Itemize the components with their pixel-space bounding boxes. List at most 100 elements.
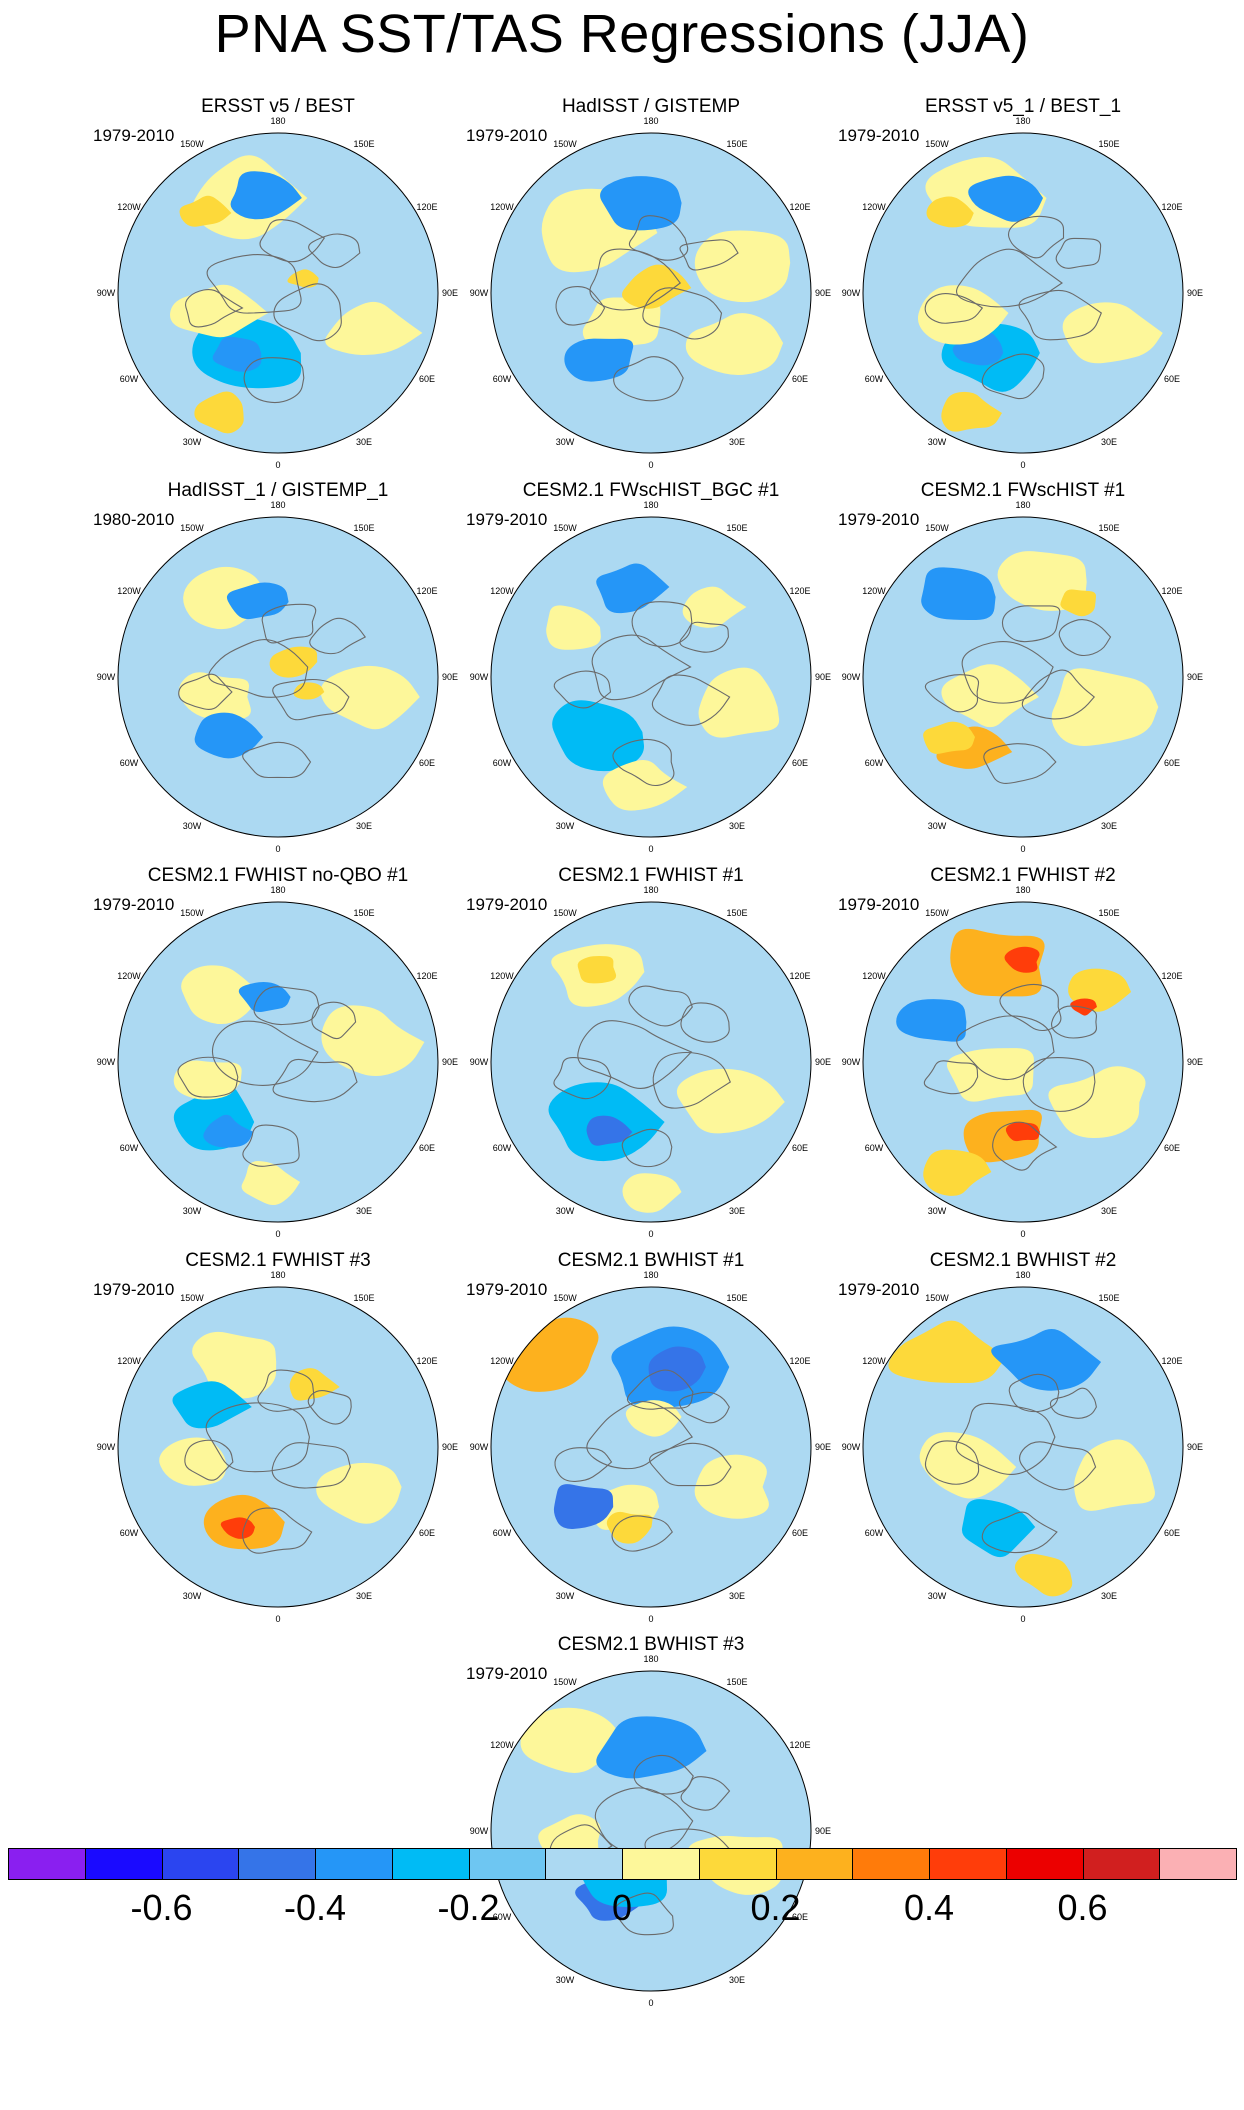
coastline — [924, 674, 980, 713]
coastline — [680, 1002, 730, 1043]
panel-period: 1979-2010 — [93, 126, 175, 145]
longitude-label: 150W — [925, 1293, 949, 1303]
longitude-label: 150W — [925, 139, 949, 149]
longitude-label: 180 — [643, 116, 658, 126]
anomaly-region — [946, 1048, 1034, 1102]
longitude-label: 30W — [928, 821, 947, 831]
panel-period: 1979-2010 — [838, 1280, 920, 1299]
anomaly-region — [226, 582, 289, 620]
anomaly-region — [316, 1462, 402, 1524]
longitude-label: 90W — [842, 1442, 861, 1452]
longitude-label: 60E — [419, 1143, 435, 1153]
panel-period: 1979-2010 — [838, 510, 920, 529]
coastline — [621, 1128, 673, 1168]
anomaly-region — [293, 682, 325, 700]
anomaly-region — [926, 196, 974, 228]
colorbar-swatch — [775, 1848, 854, 1880]
colorbar-swatch — [1159, 1848, 1237, 1880]
coastline — [307, 1390, 352, 1425]
colorbar-swatch — [545, 1848, 623, 1880]
map-panel: CESM2.1 BWHIST #3 1979-2010 180 150E 120E 90E… — [466, 1634, 836, 2008]
colorbar-tick-label: 0.4 — [903, 1887, 955, 1928]
anomaly-region — [625, 1400, 682, 1437]
coastline — [271, 1442, 351, 1489]
longitude-label: 90E — [815, 1826, 831, 1836]
longitude-label: 150W — [180, 1293, 204, 1303]
polar-map: 180 150E 120E 90E 60E 30E 0 30W 60W 90W 120W 150W — [470, 1270, 831, 1624]
panel-period: 1979-2010 — [93, 895, 175, 914]
coastline — [923, 1060, 979, 1095]
anomaly-region — [179, 195, 232, 227]
coastline — [554, 1447, 613, 1482]
longitude-label: 90E — [815, 1057, 831, 1067]
longitude-label: 180 — [1015, 885, 1030, 895]
longitude-label: 120W — [117, 586, 141, 596]
longitude-label: 0 — [648, 1229, 653, 1239]
longitude-label: 30W — [928, 437, 947, 447]
longitude-label: 60W — [493, 1912, 512, 1922]
anomaly-region — [952, 332, 1004, 366]
anomaly-region — [1014, 1553, 1073, 1597]
longitude-label: 90E — [442, 288, 458, 298]
longitude-label: 30W — [556, 437, 575, 447]
coastline — [642, 287, 723, 340]
anomaly-region — [241, 1161, 301, 1206]
longitude-label: 90E — [815, 672, 831, 682]
anomaly-region — [552, 700, 645, 772]
coastline — [308, 233, 361, 269]
longitude-label: 60W — [120, 1528, 139, 1538]
longitude-label: 90E — [1187, 1057, 1203, 1067]
coastline — [577, 1020, 693, 1089]
longitude-label: 90W — [97, 672, 116, 682]
polar-map: 180 150E 120E 90E 60E 30E 0 30W 60W 90W 120W 150W — [842, 1270, 1203, 1624]
longitude-label: 30W — [928, 1206, 947, 1216]
longitude-label: 30E — [1101, 1591, 1117, 1601]
polar-map: 180 150E 120E 90E 60E 30E 0 30W 60W 90W 120W 150W — [97, 500, 458, 854]
colorbar-swatch — [622, 1848, 700, 1880]
anomaly-region — [564, 338, 634, 382]
map-border — [490, 1286, 812, 1608]
panel-period: 1979-2010 — [838, 126, 920, 145]
longitude-label: 180 — [643, 1654, 658, 1664]
longitude-label: 30E — [729, 1206, 745, 1216]
anomaly-region — [173, 1060, 242, 1100]
longitude-label: 90W — [470, 1057, 489, 1067]
longitude-label: 180 — [1015, 116, 1030, 126]
longitude-label: 60E — [1164, 758, 1180, 768]
polar-map: 180 150E 120E 90E 60E 30E 0 30W 60W 90W 120W 150W — [842, 885, 1203, 1239]
anomaly-region — [1005, 1122, 1040, 1142]
longitude-label: 120E — [789, 586, 810, 596]
longitude-label: 60W — [493, 758, 512, 768]
longitude-label: 120W — [490, 971, 514, 981]
anomaly-region — [888, 1320, 1006, 1384]
longitude-label: 0 — [1020, 1614, 1025, 1624]
longitude-label: 120E — [416, 586, 437, 596]
longitude-label: 90W — [470, 288, 489, 298]
coastline — [261, 603, 317, 644]
anomaly-region — [1004, 946, 1040, 973]
coastline — [611, 1515, 673, 1552]
longitude-label: 60W — [865, 374, 884, 384]
longitude-label: 120W — [117, 971, 141, 981]
panel-period: 1979-2010 — [838, 895, 920, 914]
polar-map: 180 150E 120E 90E 60E 30E 0 30W 60W 90W 120W 150W — [97, 116, 458, 470]
longitude-label: 90W — [97, 288, 116, 298]
coastline — [626, 1369, 694, 1410]
map-panel: CESM2.1 FWscHIST_BGC #1 1979-2010 180 150E 1… — [466, 480, 836, 854]
panel-period: 1979-2010 — [93, 1280, 175, 1299]
coastline — [649, 1442, 732, 1487]
coastline — [272, 678, 350, 721]
panel-period: 1979-2010 — [466, 510, 548, 529]
anomaly-region — [553, 1484, 614, 1529]
map-border — [862, 132, 1184, 454]
longitude-label: 150E — [726, 139, 747, 149]
longitude-label: 60E — [792, 1912, 808, 1922]
longitude-label: 0 — [648, 1614, 653, 1624]
anomaly-region — [923, 1149, 992, 1196]
polar-map: 180 150E 120E 90E 60E 30E 0 30W 60W 90W 120W 150W — [842, 116, 1203, 470]
polar-map: 180 150E 120E 90E 60E 30E 0 30W 60W 90W 120W 150W — [470, 1654, 831, 2008]
colorbar-tick-label: 0 — [611, 1887, 633, 1928]
map-panel: CESM2.1 FWscHIST #1 1979-2010 180 150E 120E 9… — [838, 480, 1208, 854]
polar-map: 180 150E 120E 90E 60E 30E 0 30W 60W 90W 120W 150W — [842, 500, 1203, 854]
coastline — [679, 239, 739, 271]
